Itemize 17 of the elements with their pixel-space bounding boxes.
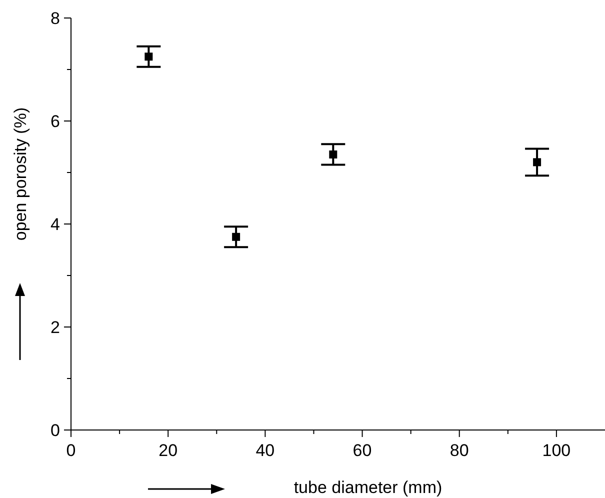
- x-tick-label: 40: [256, 441, 275, 460]
- x-tick-label: 60: [352, 441, 372, 460]
- x-tick-label: 80: [450, 441, 469, 460]
- point: [533, 158, 542, 166]
- x-tick-label: 20: [158, 441, 178, 460]
- x-axis-title: tube diameter (mm): [294, 478, 442, 497]
- y-tick-label: 6: [50, 112, 60, 131]
- y-tick-label: 8: [50, 9, 60, 28]
- y-axis-title: open porosity (%): [11, 107, 30, 241]
- x-tick-label: 100: [542, 441, 571, 460]
- point: [144, 52, 153, 61]
- y-tick-label: 2: [50, 318, 60, 337]
- x-tick-label: 0: [66, 441, 76, 460]
- y-tick-label: 0: [50, 421, 60, 440]
- y-tick-label: 4: [50, 215, 60, 234]
- point: [329, 150, 338, 158]
- point: [232, 232, 240, 241]
